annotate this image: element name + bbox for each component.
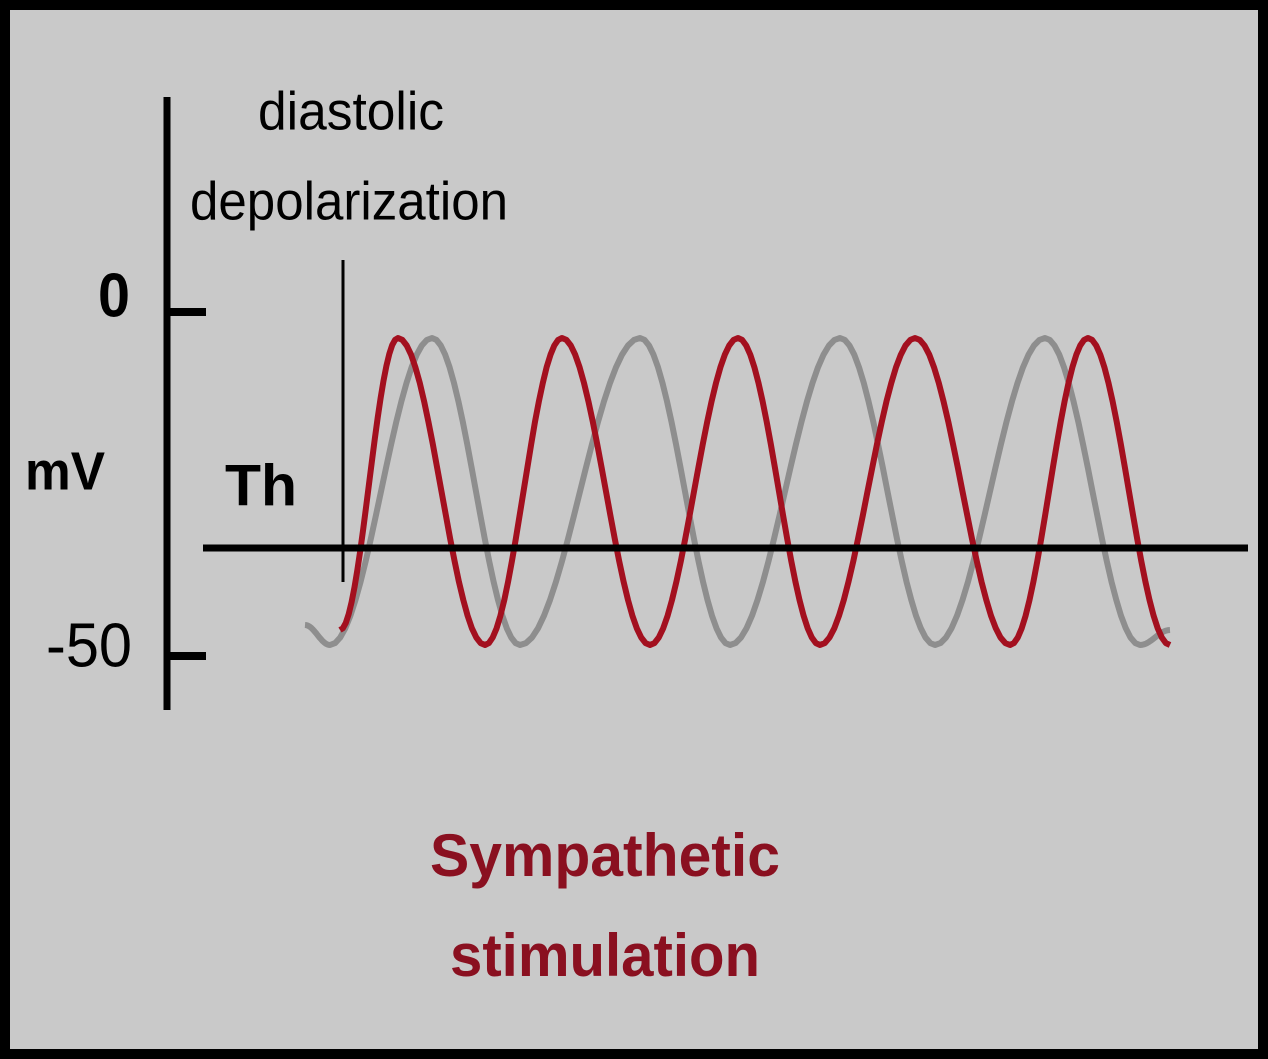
threshold-label: Th bbox=[225, 453, 297, 518]
tick-label: 0 bbox=[98, 261, 130, 330]
title-line: depolarization bbox=[190, 171, 508, 231]
sympathetic-wave bbox=[338, 335, 1172, 648]
waves bbox=[303, 335, 1172, 648]
baseline-wave bbox=[303, 335, 1172, 648]
caption-line: stimulation bbox=[450, 922, 760, 989]
title-line: diastolic bbox=[258, 81, 444, 141]
axis-unit: mV bbox=[25, 441, 105, 501]
caption-line: Sympathetic bbox=[430, 822, 780, 889]
tick-label: -50 bbox=[46, 611, 132, 680]
panel bbox=[10, 10, 1258, 1049]
